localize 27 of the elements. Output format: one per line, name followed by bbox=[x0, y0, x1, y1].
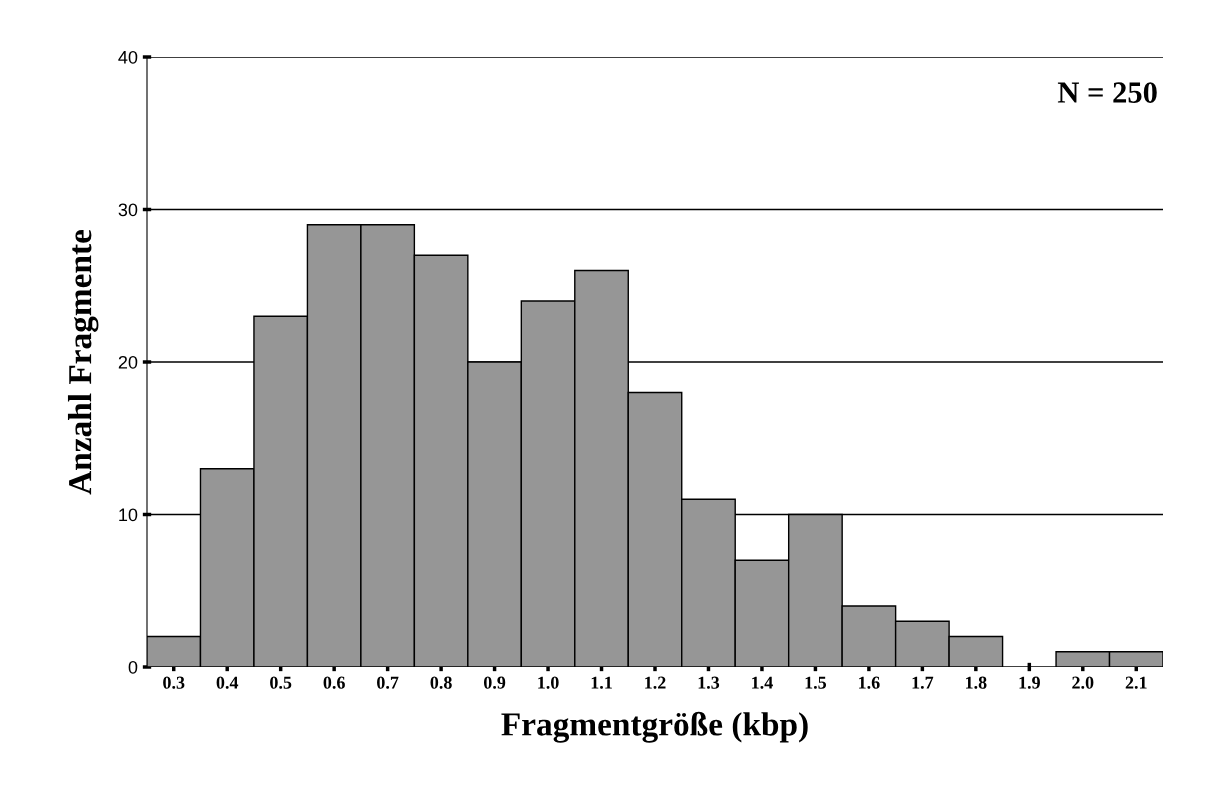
x-tick-label: 0.7 bbox=[377, 676, 399, 689]
y-tick-label: 30 bbox=[118, 203, 138, 217]
y-tick-label: 40 bbox=[118, 50, 138, 64]
x-tick-label: 1.6 bbox=[859, 676, 880, 689]
y-tick-label: 0 bbox=[128, 660, 138, 674]
x-tick-label: 1.8 bbox=[966, 676, 987, 689]
y-axis-title: Anzahl Fragmente bbox=[67, 230, 99, 495]
x-axis-title: Fragmentgröße (kbp) bbox=[501, 711, 808, 743]
x-tick-label: 1.5 bbox=[805, 676, 827, 689]
y-tick-label: 20 bbox=[118, 355, 138, 369]
y-tick-label: 10 bbox=[119, 508, 138, 522]
x-tick-label: 1.7 bbox=[912, 676, 934, 689]
annotation: N = 250 bbox=[1057, 82, 1157, 103]
x-tick-label: 0.8 bbox=[430, 676, 452, 689]
x-tick-label: 1.2 bbox=[645, 676, 666, 689]
x-tick-label: 0.4 bbox=[216, 676, 239, 689]
x-tick-label: 0.3 bbox=[163, 676, 185, 689]
x-tick-label: 2.1 bbox=[1125, 676, 1147, 689]
x-tick-label: 1.0 bbox=[538, 676, 559, 689]
x-tick-label: 0.5 bbox=[270, 676, 292, 689]
x-tick-label: 1.4 bbox=[752, 676, 773, 689]
x-tick-label: 1.9 bbox=[1019, 676, 1040, 689]
x-tick-label: 1.1 bbox=[591, 676, 612, 689]
x-tick-label: 2.0 bbox=[1072, 676, 1094, 689]
x-tick-label: 1.3 bbox=[698, 676, 720, 689]
x-tick-label: 0.9 bbox=[483, 676, 506, 689]
x-tick-label: 0.6 bbox=[323, 676, 345, 689]
